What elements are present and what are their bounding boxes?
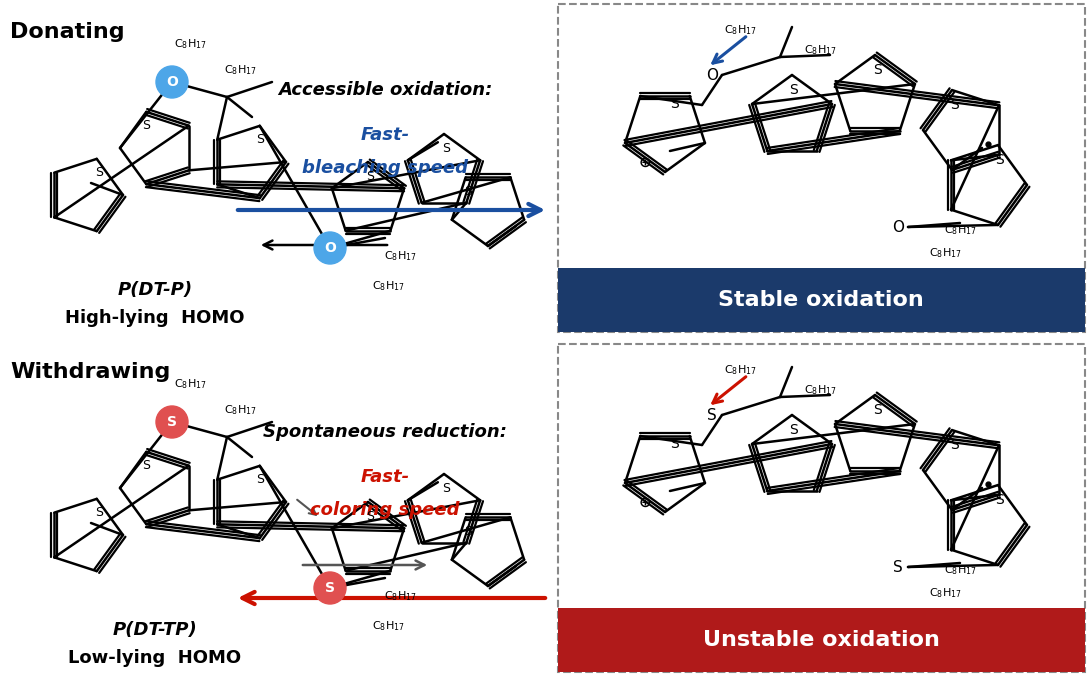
Text: S: S [790, 423, 798, 437]
Text: ⊕: ⊕ [638, 494, 651, 509]
Text: C$_8$H$_{17}$: C$_8$H$_{17}$ [173, 37, 207, 51]
Circle shape [314, 572, 346, 604]
Text: S: S [872, 403, 881, 417]
Text: Accessible oxidation:: Accessible oxidation: [278, 81, 492, 99]
Text: S: S [143, 460, 150, 473]
Text: C$_8$H$_{17}$: C$_8$H$_{17}$ [943, 563, 977, 577]
Text: S: S [442, 141, 450, 154]
Text: ⊕: ⊕ [638, 154, 651, 169]
Text: Low-lying  HOMO: Low-lying HOMO [69, 649, 242, 667]
Text: C$_8$H$_{17}$: C$_8$H$_{17}$ [943, 223, 977, 237]
Text: Fast-: Fast- [360, 126, 409, 144]
Text: S: S [893, 560, 903, 575]
Text: S: S [442, 481, 450, 494]
Text: S: S [671, 437, 680, 451]
Text: Donating: Donating [10, 22, 124, 42]
Text: C$_8$H$_{17}$: C$_8$H$_{17}$ [223, 63, 256, 77]
Text: S: S [671, 97, 680, 111]
Text: S: S [707, 407, 717, 422]
Circle shape [314, 232, 346, 264]
Text: C$_8$H$_{17}$: C$_8$H$_{17}$ [804, 383, 836, 397]
Text: Spontaneous reduction:: Spontaneous reduction: [264, 423, 507, 441]
Text: S: S [790, 83, 798, 97]
Text: Withdrawing: Withdrawing [10, 362, 170, 382]
Text: P(DT-P): P(DT-P) [118, 281, 193, 299]
Text: C$_8$H$_{17}$: C$_8$H$_{17}$ [929, 586, 962, 600]
Text: S: S [366, 509, 374, 522]
Text: C$_8$H$_{17}$: C$_8$H$_{17}$ [383, 249, 416, 263]
Text: S: S [464, 185, 472, 198]
Text: C$_8$H$_{17}$: C$_8$H$_{17}$ [929, 246, 962, 260]
Text: S: S [95, 167, 102, 180]
Text: C$_8$H$_{17}$: C$_8$H$_{17}$ [804, 43, 836, 57]
Bar [558, 344, 1085, 672]
Text: S: S [143, 120, 150, 133]
Text: S: S [995, 153, 1004, 167]
Text: S: S [872, 63, 881, 77]
Text: O: O [325, 241, 335, 255]
Text: C$_8$H$_{17}$: C$_8$H$_{17}$ [723, 363, 757, 377]
Text: High-lying  HOMO: High-lying HOMO [65, 309, 245, 327]
Text: O: O [706, 67, 718, 82]
Text: O: O [892, 220, 904, 235]
Text: P(DT-TP): P(DT-TP) [112, 621, 197, 639]
Text: Unstable oxidation: Unstable oxidation [702, 630, 940, 650]
Text: Stable oxidation: Stable oxidation [718, 290, 923, 310]
Text: C$_8$H$_{17}$: C$_8$H$_{17}$ [723, 23, 757, 37]
Circle shape [156, 66, 188, 98]
Text: S: S [95, 507, 102, 520]
Text: coloring speed: coloring speed [310, 501, 460, 519]
Text: S: S [256, 133, 264, 146]
Text: S: S [325, 581, 335, 595]
Text: S: S [950, 98, 958, 112]
Text: S: S [167, 415, 178, 429]
Text: O: O [166, 75, 178, 89]
Text: C$_8$H$_{17}$: C$_8$H$_{17}$ [371, 619, 404, 633]
Text: S: S [464, 525, 472, 538]
Text: bleaching speed: bleaching speed [302, 159, 468, 177]
Text: C$_8$H$_{17}$: C$_8$H$_{17}$ [371, 279, 404, 293]
Bar [558, 268, 1085, 332]
Text: C$_8$H$_{17}$: C$_8$H$_{17}$ [223, 403, 256, 417]
Text: S: S [995, 493, 1004, 507]
Circle shape [156, 406, 188, 438]
Text: Fast-: Fast- [360, 468, 409, 486]
Text: C$_8$H$_{17}$: C$_8$H$_{17}$ [383, 589, 416, 603]
Bar [558, 608, 1085, 672]
Text: S: S [950, 438, 958, 452]
Text: S: S [256, 473, 264, 486]
Bar [558, 4, 1085, 332]
Text: C$_8$H$_{17}$: C$_8$H$_{17}$ [173, 377, 207, 391]
Text: S: S [366, 169, 374, 182]
